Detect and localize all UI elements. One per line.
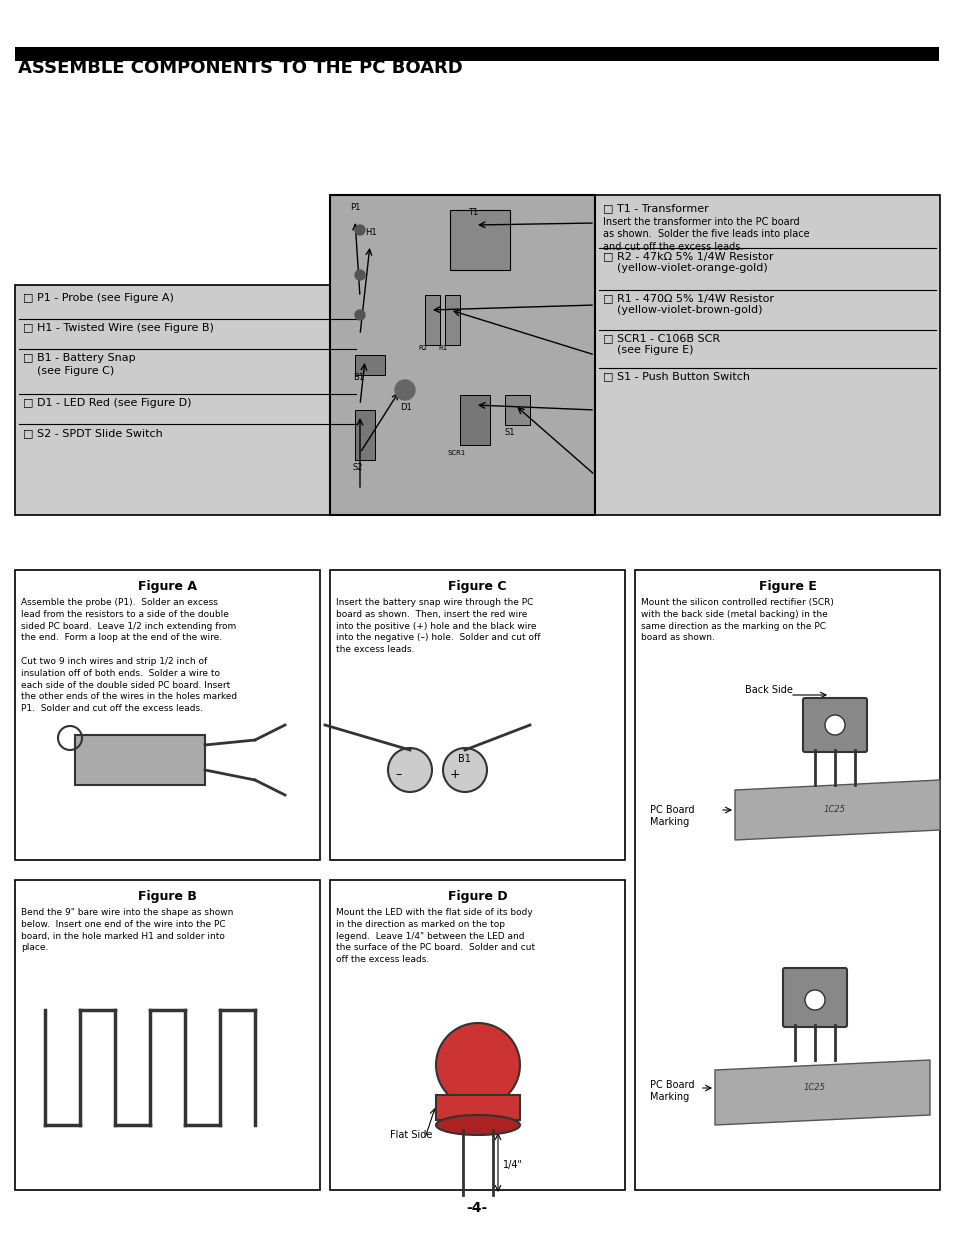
Circle shape <box>824 715 844 735</box>
Text: PC Board
Marking: PC Board Marking <box>649 1079 694 1103</box>
Circle shape <box>436 1023 519 1107</box>
Bar <box>424 295 439 345</box>
Text: □ SCR1 - C106B SCR
    (see Figure E): □ SCR1 - C106B SCR (see Figure E) <box>602 333 720 356</box>
Text: +: + <box>450 768 460 781</box>
Bar <box>355 410 375 459</box>
Text: Figure D: Figure D <box>447 890 507 903</box>
Text: –: – <box>395 768 401 781</box>
Circle shape <box>395 380 415 400</box>
Text: Insert the transformer into the PC board
as shown.  Solder the five leads into p: Insert the transformer into the PC board… <box>602 217 809 252</box>
Circle shape <box>804 990 824 1010</box>
FancyBboxPatch shape <box>802 698 866 752</box>
Polygon shape <box>714 1060 929 1125</box>
Text: S2: S2 <box>353 463 363 472</box>
Text: R2: R2 <box>417 345 427 351</box>
Text: Bend the 9" bare wire into the shape as shown
below.  Insert one end of the wire: Bend the 9" bare wire into the shape as … <box>21 908 233 952</box>
Bar <box>355 354 385 375</box>
Bar <box>444 295 459 345</box>
Bar <box>15 47 938 61</box>
Bar <box>330 571 624 860</box>
Bar <box>595 195 939 515</box>
Text: □ R1 - 470Ω 5% 1/4W Resistor
    (yellow-violet-brown-gold): □ R1 - 470Ω 5% 1/4W Resistor (yellow-vio… <box>602 293 773 315</box>
Bar <box>504 395 530 425</box>
Text: Assemble the probe (P1).  Solder an excess
lead from the resistors to a side of : Assemble the probe (P1). Solder an exces… <box>21 598 237 713</box>
Circle shape <box>355 225 365 235</box>
Text: □ R2 - 47kΩ 5% 1/4W Resistor
    (yellow-violet-orange-gold): □ R2 - 47kΩ 5% 1/4W Resistor (yellow-vio… <box>602 251 773 273</box>
Text: Back Side: Back Side <box>744 685 792 695</box>
Text: Flat Side: Flat Side <box>390 1130 432 1140</box>
Text: Figure C: Figure C <box>448 580 506 593</box>
Text: SCR1: SCR1 <box>448 450 466 456</box>
Text: 1/4": 1/4" <box>502 1160 522 1170</box>
Bar <box>330 195 595 515</box>
Text: Mount the silicon controlled rectifier (SCR)
with the back side (metal backing) : Mount the silicon controlled rectifier (… <box>640 598 833 642</box>
Text: □ D1 - LED Red (see Figure D): □ D1 - LED Red (see Figure D) <box>23 398 192 408</box>
Text: PC Board
Marking: PC Board Marking <box>649 805 694 827</box>
Bar <box>15 571 319 860</box>
Text: B1: B1 <box>457 755 471 764</box>
Bar <box>459 395 490 445</box>
Text: □ S1 - Push Button Switch: □ S1 - Push Button Switch <box>602 370 749 382</box>
Text: ASSEMBLE COMPONENTS TO THE PC BOARD: ASSEMBLE COMPONENTS TO THE PC BOARD <box>18 59 462 77</box>
Text: □ B1 - Battery Snap
    (see Figure C): □ B1 - Battery Snap (see Figure C) <box>23 353 135 377</box>
Circle shape <box>355 310 365 320</box>
Ellipse shape <box>436 1115 519 1135</box>
Text: R1: R1 <box>437 345 447 351</box>
Text: Figure E: Figure E <box>758 580 816 593</box>
Bar <box>75 735 205 785</box>
Text: S1: S1 <box>504 429 515 437</box>
Text: B1: B1 <box>353 373 364 382</box>
Text: Mount the LED with the flat side of its body
in the direction as marked on the t: Mount the LED with the flat side of its … <box>335 908 535 965</box>
Bar <box>436 1095 519 1120</box>
Bar <box>450 210 510 270</box>
Text: -4-: -4- <box>466 1200 487 1215</box>
Text: 1C25: 1C25 <box>803 1083 825 1093</box>
Text: T1: T1 <box>468 207 477 217</box>
Text: □ H1 - Twisted Wire (see Figure B): □ H1 - Twisted Wire (see Figure B) <box>23 324 213 333</box>
Bar <box>330 881 624 1191</box>
Polygon shape <box>734 781 939 840</box>
Bar <box>15 285 359 515</box>
Bar <box>635 571 939 1191</box>
Text: □ P1 - Probe (see Figure A): □ P1 - Probe (see Figure A) <box>23 293 173 303</box>
Text: □ S2 - SPDT Slide Switch: □ S2 - SPDT Slide Switch <box>23 429 163 438</box>
Circle shape <box>355 270 365 280</box>
Circle shape <box>442 748 486 792</box>
Text: Figure A: Figure A <box>138 580 196 593</box>
Text: D1: D1 <box>399 403 412 412</box>
Text: □ T1 - Transformer: □ T1 - Transformer <box>602 203 708 212</box>
Bar <box>15 881 319 1191</box>
Text: Insert the battery snap wire through the PC
board as shown.  Then, insert the re: Insert the battery snap wire through the… <box>335 598 540 655</box>
Circle shape <box>388 748 432 792</box>
Bar <box>15 61 938 83</box>
Text: P1: P1 <box>350 203 360 212</box>
Text: Figure B: Figure B <box>138 890 196 903</box>
Text: H1: H1 <box>365 228 376 237</box>
FancyBboxPatch shape <box>782 968 846 1028</box>
Text: 1C25: 1C25 <box>823 805 845 815</box>
